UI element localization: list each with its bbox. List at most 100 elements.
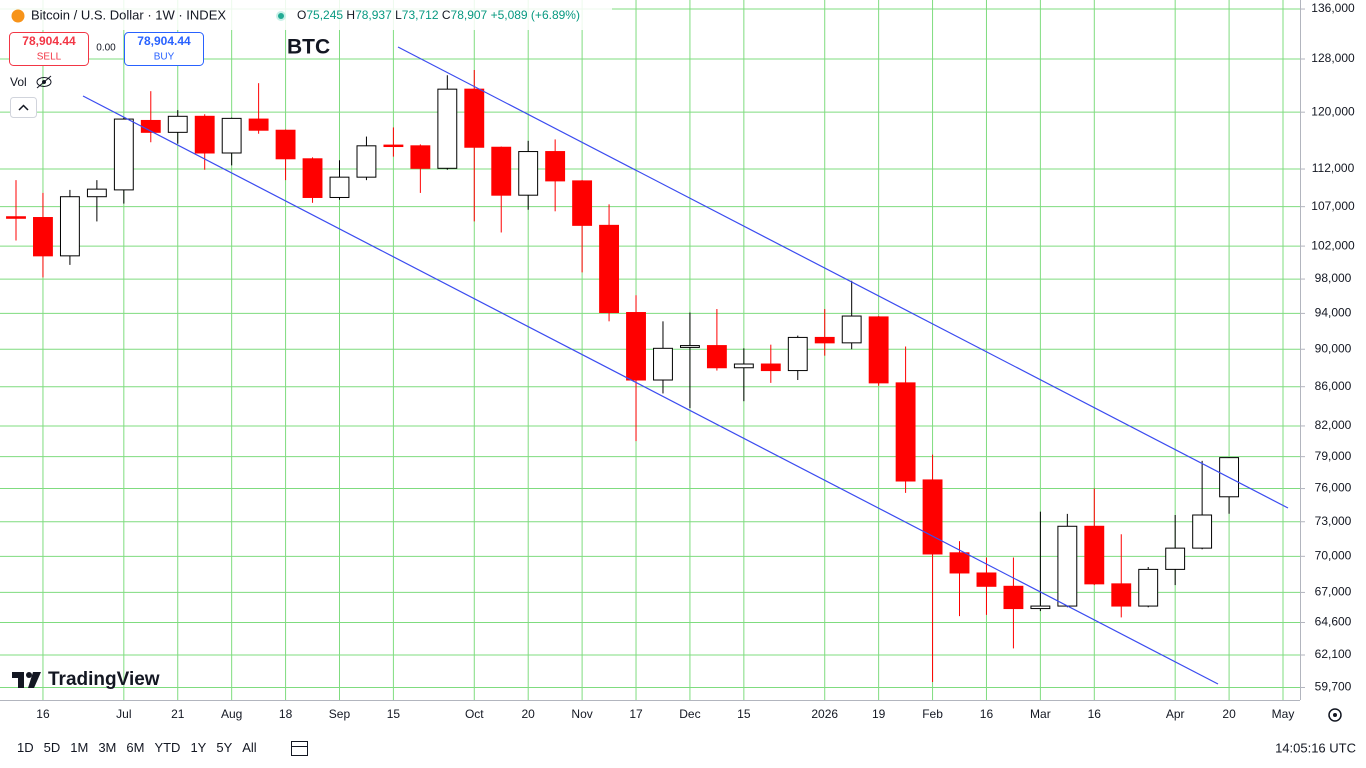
- y-tick-label: 102,000: [1311, 238, 1355, 252]
- trend-line: [397, 46, 1289, 509]
- y-tick-label: 94,000: [1315, 306, 1352, 320]
- candle-body: [545, 151, 566, 182]
- x-tick-label: 21: [171, 707, 185, 721]
- candle-body: [113, 118, 134, 191]
- y-tick-label: 79,000: [1315, 449, 1352, 463]
- y-tick-label: 64,600: [1315, 615, 1352, 629]
- y-tick-label: 73,000: [1315, 514, 1352, 528]
- buy-label: BUY: [154, 52, 175, 63]
- ohlc-value: 73,712: [402, 8, 439, 22]
- x-tick-label: Nov: [571, 707, 592, 721]
- eye-icon[interactable]: [36, 75, 52, 89]
- candle-body: [976, 572, 997, 587]
- spread: 0.00: [96, 43, 116, 54]
- x-tick-label: Jul: [116, 707, 131, 721]
- candle-body: [787, 336, 808, 372]
- y-tick-label: 120,000: [1311, 104, 1355, 118]
- x-tick-label: Dec: [679, 707, 700, 721]
- candle-body: [1030, 605, 1051, 610]
- ohlc-label: O: [297, 8, 306, 22]
- x-tick-label: 16: [1088, 707, 1102, 721]
- candle-body: [221, 117, 242, 154]
- ohlc-label: C: [442, 8, 451, 22]
- candle-body: [1138, 568, 1159, 607]
- timeframe-button[interactable]: 6M: [126, 740, 145, 755]
- buy-button[interactable]: [124, 32, 204, 66]
- candle-body: [248, 118, 269, 131]
- y-tick-label: 112,000: [1312, 161, 1355, 175]
- date-range-icon[interactable]: [291, 741, 308, 756]
- trend-line: [82, 95, 1219, 685]
- x-tick-label: 16: [36, 707, 50, 721]
- timeframe-button[interactable]: 1M: [70, 740, 89, 755]
- timeframe-button[interactable]: 5Y: [216, 740, 233, 755]
- x-tick-label: 15: [387, 707, 401, 721]
- x-tick-label: 18: [279, 707, 293, 721]
- watermark-label: BTC: [287, 36, 330, 59]
- ohlc-value: 75,245: [306, 8, 343, 22]
- candle-body: [437, 88, 458, 169]
- candles: [6, 70, 1240, 682]
- candle-body: [194, 115, 215, 154]
- ohlc-value: 78,937: [355, 8, 392, 22]
- y-tick-label: 76,000: [1315, 481, 1352, 495]
- x-tick-label: 15: [737, 707, 751, 721]
- x-tick-label: 2026: [811, 707, 838, 721]
- x-tick-label: Sep: [329, 707, 351, 721]
- collapse-icon: [18, 104, 29, 111]
- header-bg: [0, 0, 612, 30]
- candle-body: [949, 552, 970, 574]
- candle-body: [491, 146, 512, 196]
- candle-body: [33, 217, 53, 257]
- candle-body: [1057, 525, 1078, 607]
- candle-body: [1003, 585, 1024, 610]
- ohlc: O75,245 H78,937 L73,712 C78,907 +5,089 (…: [297, 8, 580, 22]
- y-tick-label: 136,000: [1311, 1, 1355, 15]
- timeframe-button[interactable]: All: [242, 740, 257, 755]
- candle-body: [518, 151, 539, 196]
- y-tick-label: 90,000: [1315, 341, 1352, 355]
- candle-body: [6, 216, 26, 219]
- x-tick-label: 19: [872, 707, 886, 721]
- timeframe-button[interactable]: YTD: [154, 740, 181, 755]
- ohlc-change: +5,089 (+6.89%): [491, 8, 580, 22]
- sell-price: 78,904.44: [22, 34, 76, 48]
- symbol-title[interactable]: Bitcoin / U.S. Dollar · 1W · INDEX: [31, 7, 226, 22]
- symbol-icon: [11, 9, 25, 23]
- x-tick-label: Feb: [922, 707, 943, 721]
- axes: 59,700 62,100 64,600 67,000 70,000 73,000 76,0…: [36, 1, 1355, 721]
- y-tick-label: 98,000: [1315, 271, 1352, 285]
- candle-body: [680, 345, 700, 348]
- timeframe-button[interactable]: 5D: [43, 740, 61, 755]
- ohlc-label: L: [395, 8, 402, 22]
- volume-label: Vol: [10, 75, 27, 89]
- sell-button[interactable]: [9, 32, 89, 66]
- candle-body: [1111, 583, 1132, 607]
- timeframe-button[interactable]: 1Y: [190, 740, 207, 755]
- y-tick-label: 62,100: [1315, 647, 1352, 661]
- candle-body: [86, 188, 107, 198]
- x-tick-label: 16: [980, 707, 994, 721]
- x-tick-label: 20: [1222, 707, 1236, 721]
- candle-body: [895, 382, 916, 482]
- timeframe-button[interactable]: 3M: [98, 740, 117, 755]
- x-tick-label: 17: [629, 707, 643, 721]
- timeframe-button[interactable]: 1D: [17, 740, 34, 755]
- time-axis-bg: [0, 700, 1366, 768]
- candle-body: [760, 363, 781, 372]
- y-tick-label: 86,000: [1315, 379, 1352, 393]
- y-tick-label: 82,000: [1315, 418, 1352, 432]
- candle-body: [356, 145, 377, 178]
- timeframe-bar: 1D 5D 1M 3M 6M YTD 1Y 5Y All: [12, 738, 262, 757]
- logo-text: TradingView: [48, 669, 160, 690]
- price-axis-bg: [1300, 0, 1366, 768]
- x-tick-label: Oct: [465, 707, 484, 721]
- y-tick-label: 67,000: [1315, 585, 1352, 599]
- ohlc-value: 78,907: [451, 8, 488, 22]
- x-tick-label: 20: [522, 707, 536, 721]
- settings-icon[interactable]: [1328, 708, 1342, 722]
- collapse-button[interactable]: [10, 97, 37, 118]
- x-tick-label: May: [1272, 707, 1295, 721]
- candle-body: [59, 196, 80, 257]
